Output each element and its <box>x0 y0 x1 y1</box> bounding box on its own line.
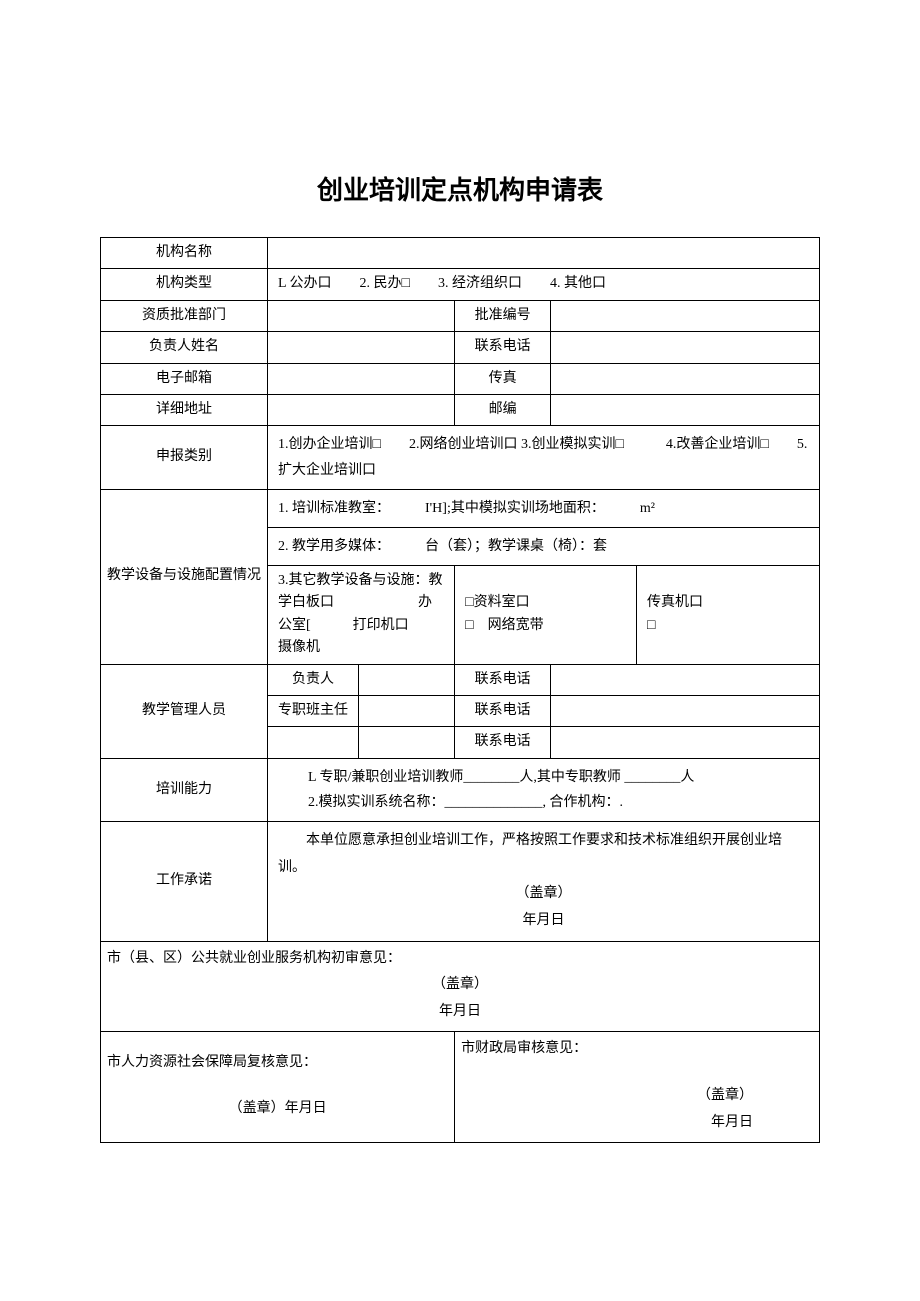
field-leader-name[interactable] <box>268 332 455 363</box>
field-commitment: 本单位愿意承担创业培训工作，严格按照工作要求和技术标准组织开展创业培训。 （盖章… <box>268 822 820 941</box>
label-qual-dept: 资质批准部门 <box>101 300 268 331</box>
field-equip-2[interactable]: 2. 教学用多媒体： 台（套）；教学课桌（椅）：套 <box>268 527 820 565</box>
label-contact4: 联系电话 <box>455 727 551 758</box>
field-qual-dept[interactable] <box>268 300 455 331</box>
label-mgmt: 教学管理人员 <box>101 664 268 758</box>
label-equipment: 教学设备与设施配置情况 <box>101 489 268 664</box>
label-fax: 传真 <box>455 363 551 394</box>
review-1: 市（县、区）公共就业创业服务机构初审意见： （盖章） 年月日 <box>101 941 820 1032</box>
field-fax[interactable] <box>551 363 820 394</box>
label-email: 电子邮箱 <box>101 363 268 394</box>
form-title: 创业培训定点机构申请表 <box>100 170 820 207</box>
review-1-label: 市（县、区）公共就业创业服务机构初审意见： <box>107 946 813 973</box>
field-apply-type[interactable]: 1.创办企业培训□ 2.网络创业培训口 3.创业模拟实训□ 4.改善企业培训□ … <box>268 426 820 489</box>
review-1-seal: （盖章） <box>107 972 813 999</box>
field-address[interactable] <box>268 394 455 425</box>
field-approval-no[interactable] <box>551 300 820 331</box>
field-postcode[interactable] <box>551 394 820 425</box>
commitment-date: 年月日 <box>278 908 809 935</box>
field-capacity[interactable]: L 专职/兼职创业培训教师________人,其中专职教师 ________人 … <box>268 758 820 821</box>
field-mgmt-head[interactable] <box>359 696 455 727</box>
label-capacity: 培训能力 <box>101 758 268 821</box>
review-1-date: 年月日 <box>107 999 813 1026</box>
field-equip-3b[interactable]: □资料室口 □ 网络宽带 <box>455 566 637 665</box>
label-contact: 联系电话 <box>455 332 551 363</box>
field-org-name[interactable] <box>268 238 820 269</box>
commitment-text: 本单位愿意承担创业培训工作，严格按照工作要求和技术标准组织开展创业培训。 <box>278 828 809 881</box>
commitment-seal: （盖章） <box>278 881 809 908</box>
field-mgmt-blank2[interactable] <box>359 727 455 758</box>
field-email[interactable] <box>268 363 455 394</box>
label-mgmt-head: 专职班主任 <box>268 696 359 727</box>
field-contact2[interactable] <box>551 664 820 695</box>
label-org-name: 机构名称 <box>101 238 268 269</box>
review-3-label: 市财政局审核意见： <box>461 1036 813 1063</box>
label-address: 详细地址 <box>101 394 268 425</box>
field-mgmt-leader[interactable] <box>359 664 455 695</box>
field-org-type[interactable]: L 公办口 2. 民办□ 3. 经济组织口 4. 其他口 <box>268 269 820 300</box>
label-contact2: 联系电话 <box>455 664 551 695</box>
field-contact4[interactable] <box>551 727 820 758</box>
review-2: 市人力资源社会保障局复核意见： （盖章）年月日 <box>101 1032 455 1143</box>
label-commitment: 工作承诺 <box>101 822 268 941</box>
label-approval-no: 批准编号 <box>455 300 551 331</box>
review-3-seal: （盖章） 年月日 <box>461 1083 813 1136</box>
field-mgmt-blank1[interactable] <box>268 727 359 758</box>
field-equip-3c[interactable]: 传真机口 □ <box>637 566 820 665</box>
label-mgmt-leader: 负责人 <box>268 664 359 695</box>
review-2-seal: （盖章）年月日 <box>107 1096 448 1123</box>
label-org-type: 机构类型 <box>101 269 268 300</box>
label-apply-type: 申报类别 <box>101 426 268 489</box>
field-contact3[interactable] <box>551 696 820 727</box>
review-3: 市财政局审核意见： （盖章） 年月日 <box>455 1032 820 1143</box>
review-2-label: 市人力资源社会保障局复核意见： <box>107 1050 448 1077</box>
label-postcode: 邮编 <box>455 394 551 425</box>
label-contact3: 联系电话 <box>455 696 551 727</box>
field-equip-1[interactable]: 1. 培训标准教室： I'H];其中模拟实训场地面积： m² <box>268 489 820 527</box>
field-equip-3a[interactable]: 3.其它教学设备与设施：教学白板口 办公室[ 打印机口 摄像机 <box>268 566 455 665</box>
field-contact[interactable] <box>551 332 820 363</box>
label-leader-name: 负责人姓名 <box>101 332 268 363</box>
application-form: 机构名称 机构类型 L 公办口 2. 民办□ 3. 经济组织口 4. 其他口 资… <box>100 237 820 1143</box>
